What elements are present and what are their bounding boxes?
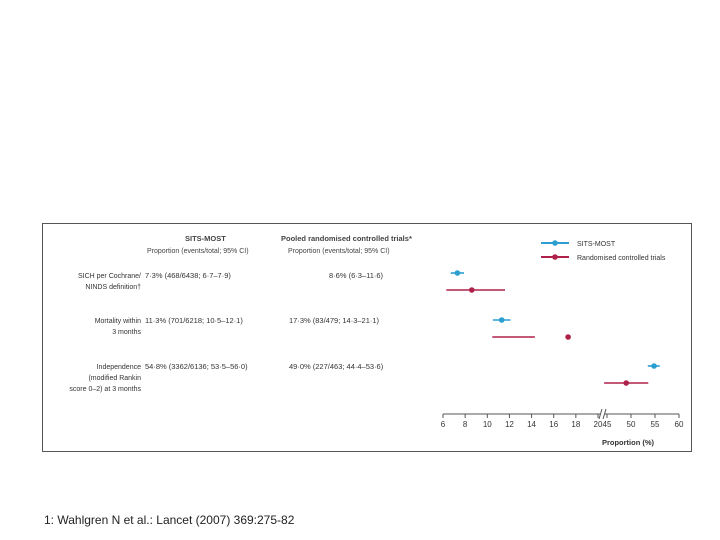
col2-header: Pooled randomised controlled trials* bbox=[281, 234, 412, 243]
row-label-line: Independence bbox=[97, 364, 141, 371]
axis-break-mark bbox=[602, 408, 607, 420]
rct-value: 17·3% (83/479; 14·3–21·1) bbox=[289, 316, 380, 325]
x-tick-label: 20 bbox=[594, 420, 603, 429]
x-tick-label: 50 bbox=[627, 420, 636, 429]
col1-subheader: Proportion (events/total; 95% CI) bbox=[147, 248, 249, 255]
legend-marker-rct bbox=[552, 254, 558, 260]
x-tick-label: 16 bbox=[549, 420, 558, 429]
row-label-line: NINDS definition† bbox=[85, 284, 141, 291]
legend-marker-sits bbox=[552, 240, 558, 246]
x-tick-label: 45 bbox=[603, 420, 612, 429]
point-estimate bbox=[454, 270, 461, 276]
x-tick-label: 18 bbox=[571, 420, 580, 429]
x-tick-label: 6 bbox=[441, 420, 446, 429]
point-estimate bbox=[623, 380, 629, 386]
point-estimate bbox=[468, 287, 475, 293]
citation-text: 1: Wahlgren N et al.: Lancet (2007) 369:… bbox=[44, 513, 295, 527]
forest-marks bbox=[446, 270, 660, 386]
x-tick-label: 60 bbox=[675, 420, 684, 429]
row-label-line: 3 months bbox=[112, 329, 141, 336]
rct-value: 8·6% (6·3–11·6) bbox=[329, 271, 384, 280]
x-tick-label: 10 bbox=[483, 420, 492, 429]
legend: SITS-MOST Randomised controlled trials bbox=[541, 240, 666, 262]
row-label-line: Mortality within bbox=[95, 318, 141, 325]
sits-value: 11·3% (701/6218; 10·5–12·1) bbox=[145, 316, 243, 325]
x-tick-label: 55 bbox=[651, 420, 660, 429]
sits-value: 7·3% (468/6438; 6·7–7·9) bbox=[145, 271, 231, 280]
row-label-line: score 0–2) at 3 months bbox=[69, 386, 141, 393]
forest-plot-figure: SITS-MOST Proportion (events/total; 95% … bbox=[42, 223, 692, 452]
row-label-line: SICH per Cochrane/ bbox=[78, 273, 141, 280]
legend-label-rct: Randomised controlled trials bbox=[577, 255, 666, 262]
row-label-line: (modified Rankin bbox=[88, 375, 141, 382]
x-tick-label: 14 bbox=[527, 420, 536, 429]
axis-break-mark bbox=[598, 408, 603, 420]
x-tick-label: 12 bbox=[505, 420, 514, 429]
col1-header: SITS-MOST bbox=[185, 234, 226, 243]
rct-value: 49·0% (227/463; 44·4–53·6) bbox=[289, 362, 384, 371]
point-estimate bbox=[498, 317, 505, 323]
legend-label-sits: SITS-MOST bbox=[577, 241, 616, 248]
point-estimate bbox=[651, 363, 657, 369]
x-axis: 6 8 10 12 14 16 18 20 45 50 55 60 bbox=[441, 408, 684, 429]
col2-subheader: Proportion (events/total; 95% CI) bbox=[288, 248, 390, 255]
point-estimate bbox=[565, 334, 571, 340]
x-tick-label: 8 bbox=[463, 420, 468, 429]
sits-value: 54·8% (3362/6136; 53·5–56·0) bbox=[145, 362, 248, 371]
forest-plot-svg: SITS-MOST Proportion (events/total; 95% … bbox=[69, 234, 684, 447]
x-axis-label: Proportion (%) bbox=[602, 438, 655, 447]
